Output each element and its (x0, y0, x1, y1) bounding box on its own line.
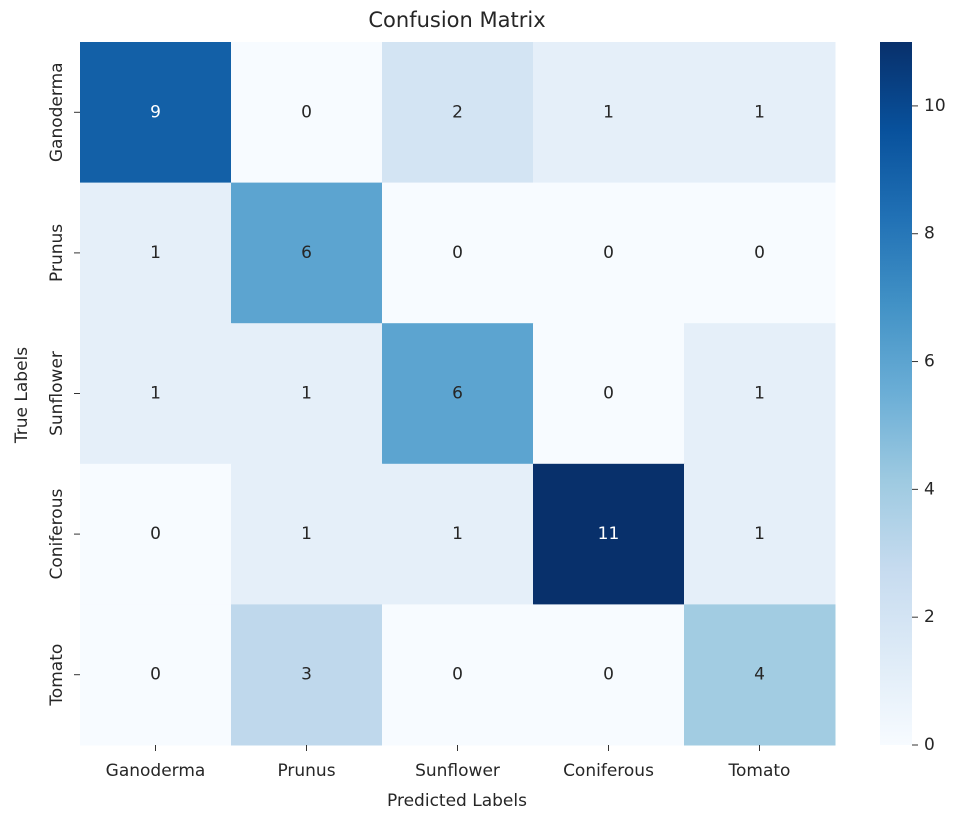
colorbar-tick-label: 8 (924, 224, 935, 244)
heatmap-cell (533, 42, 685, 184)
y-tick-label: Tomato (47, 644, 67, 707)
heatmap-cell (382, 463, 534, 605)
cell-label: 1 (301, 384, 312, 404)
colorbar (880, 42, 912, 745)
heatmap-cell (231, 182, 383, 324)
y-tick-label: Ganoderma (47, 62, 67, 162)
cell-label: 11 (598, 524, 620, 544)
y-tick-label: Coniferous (47, 489, 67, 580)
cell-label: 0 (150, 665, 161, 685)
heatmap-cell (684, 42, 836, 184)
cell-label: 1 (150, 243, 161, 263)
colorbar-tick-label: 0 (924, 735, 935, 755)
x-tick-label: Ganoderma (106, 761, 206, 781)
heatmap-cell (80, 42, 232, 184)
cell-label: 0 (603, 243, 614, 263)
x-tick-label: Coniferous (563, 761, 654, 781)
cell-label: 1 (754, 524, 765, 544)
heatmap-cell (684, 323, 836, 465)
x-tick-label: Sunflower (415, 761, 500, 781)
heatmap-cell (80, 182, 232, 324)
cell-label: 0 (603, 384, 614, 404)
cell-label: 6 (452, 384, 463, 404)
heatmap-cell (231, 323, 383, 465)
heatmap-cell (684, 182, 836, 324)
cell-label: 2 (452, 102, 463, 122)
y-axis-label: True Labels (12, 347, 32, 444)
cell-label: 1 (603, 102, 614, 122)
cell-label: 1 (754, 384, 765, 404)
cell-label: 0 (452, 665, 463, 685)
heatmap-cell (533, 323, 685, 465)
cell-label: 9 (150, 102, 161, 122)
heatmap-cell (80, 463, 232, 605)
heatmap-cell (80, 604, 232, 746)
x-tick-label: Tomato (728, 761, 791, 781)
cell-label: 1 (452, 524, 463, 544)
heatmap-cell (231, 42, 383, 184)
y-tick-label: Sunflower (47, 351, 67, 436)
heatmap-cell (231, 463, 383, 605)
colorbar-tick-label: 6 (924, 352, 935, 372)
colorbar-tick-label: 4 (924, 479, 935, 499)
heatmap-cell (231, 604, 383, 746)
heatmap-cell (382, 323, 534, 465)
cell-label: 4 (754, 665, 765, 685)
cell-label: 1 (754, 102, 765, 122)
heatmap-cell (382, 42, 534, 184)
cell-label: 3 (301, 665, 312, 685)
x-axis-label: Predicted Labels (387, 791, 527, 811)
colorbar-tick-label: 10 (924, 96, 946, 116)
cell-label: 1 (150, 384, 161, 404)
cell-label: 0 (603, 665, 614, 685)
x-tick-label: Prunus (277, 761, 335, 781)
cell-label: 1 (301, 524, 312, 544)
y-tick-label: Prunus (47, 224, 67, 282)
colorbar-tick-label: 2 (924, 607, 935, 627)
cell-label: 0 (754, 243, 765, 263)
heatmap-cell (533, 182, 685, 324)
cell-label: 0 (150, 524, 161, 544)
heatmap-cell (684, 604, 836, 746)
cell-label: 0 (301, 102, 312, 122)
heatmap-cell (533, 463, 685, 605)
cell-label: 6 (301, 243, 312, 263)
heatmap-cell (382, 604, 534, 746)
chart-title: Confusion Matrix (368, 8, 545, 32)
cell-label: 0 (452, 243, 463, 263)
heatmap-cell (533, 604, 685, 746)
heatmap-cell (80, 323, 232, 465)
heatmap-cell (684, 463, 836, 605)
heatmap-cell (382, 182, 534, 324)
